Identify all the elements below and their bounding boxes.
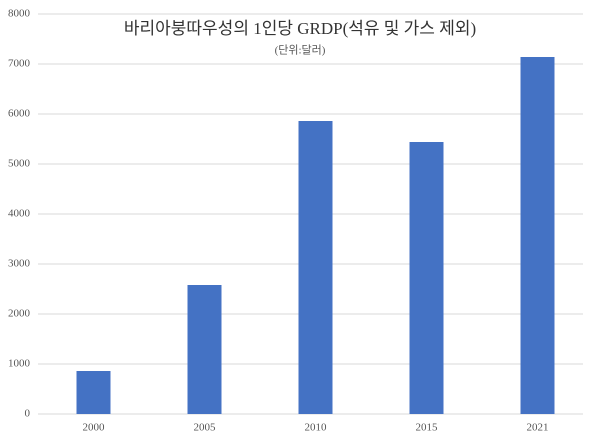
y-tick-label: 4000 — [8, 208, 31, 220]
chart-title: 바리아붕따우성의 1인당 GRDP(석유 및 가스 제외) — [124, 19, 476, 38]
x-tick-label: 2015 — [416, 422, 439, 434]
bar — [520, 57, 555, 414]
y-tick-label: 7000 — [8, 58, 31, 70]
x-tick-label: 2010 — [305, 422, 328, 434]
bar — [409, 142, 444, 414]
y-tick-label: 0 — [25, 408, 31, 420]
chart-subtitle: (단위:달러) — [275, 44, 326, 57]
y-tick-label: 5000 — [8, 158, 31, 170]
y-tick-label: 2000 — [8, 308, 31, 320]
x-tick-label: 2021 — [527, 422, 549, 434]
x-tick-label: 2005 — [194, 422, 217, 434]
bar — [187, 285, 222, 414]
y-tick-label: 3000 — [8, 258, 31, 270]
bar — [76, 371, 111, 414]
y-tick-label: 6000 — [8, 108, 31, 120]
y-tick-label: 1000 — [8, 358, 31, 370]
y-tick-label: 8000 — [8, 8, 31, 20]
bar — [298, 121, 333, 414]
x-tick-label: 2000 — [83, 422, 106, 434]
